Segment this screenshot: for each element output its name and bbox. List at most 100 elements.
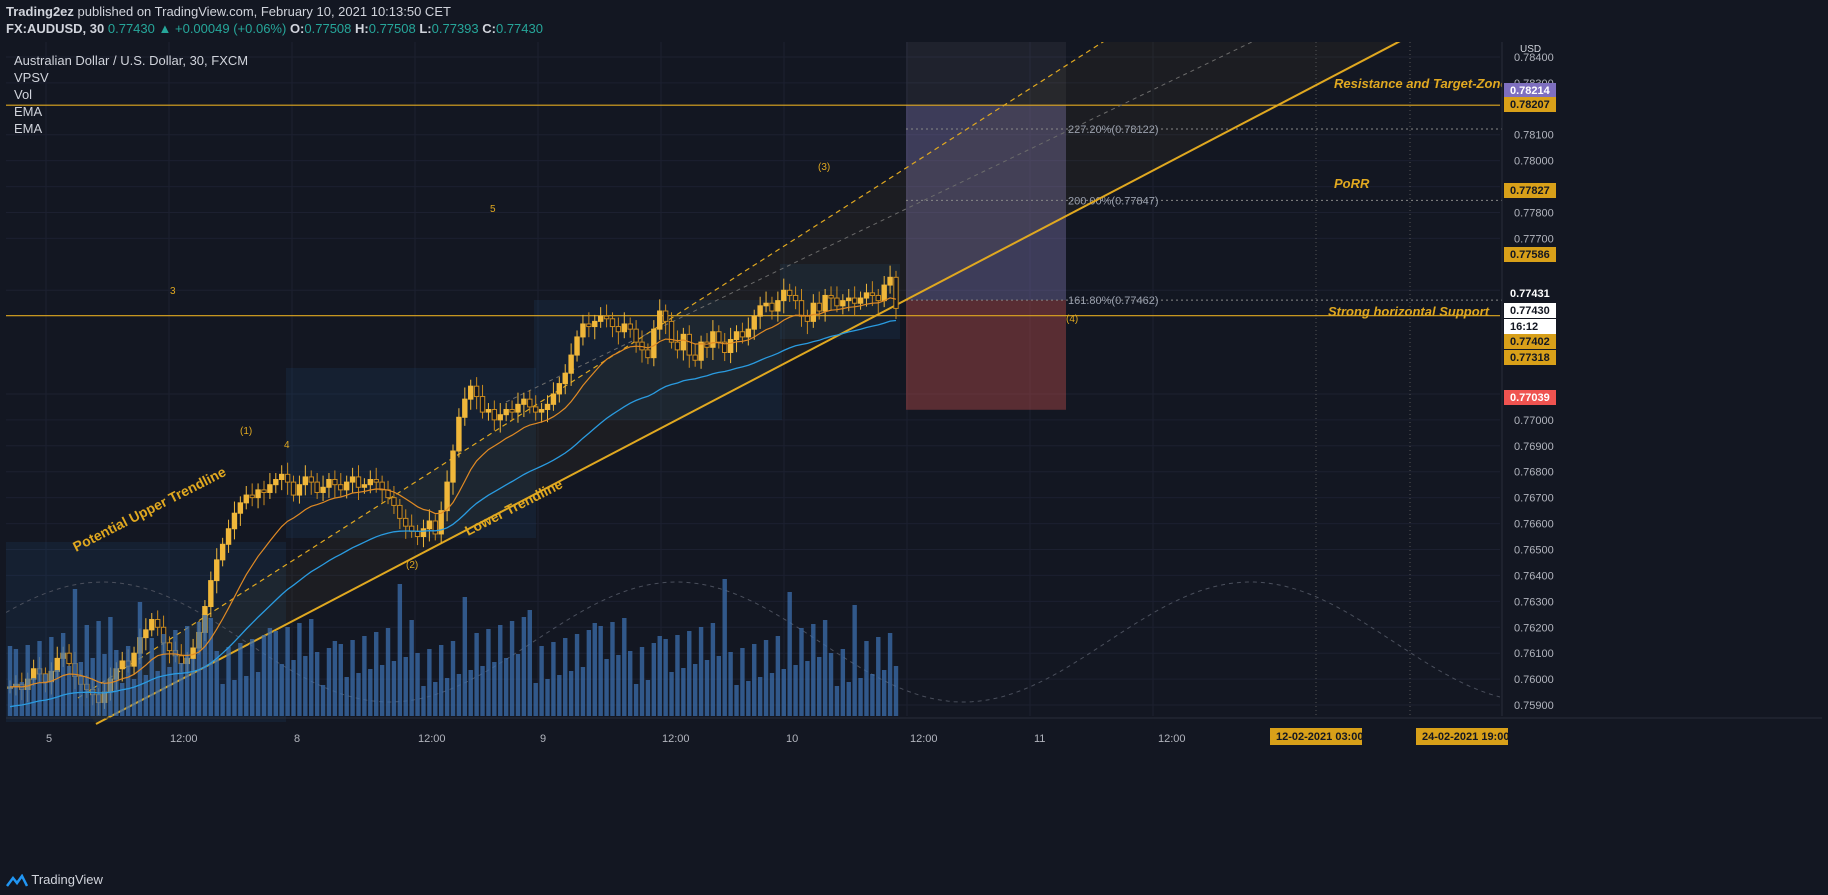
volume-bar xyxy=(362,636,367,716)
volume-bar xyxy=(31,678,36,716)
volume-bar xyxy=(568,671,574,716)
volume-bar xyxy=(669,672,674,716)
volume-bar xyxy=(403,657,408,716)
volume-bar xyxy=(379,665,385,716)
volume-bar xyxy=(261,635,267,716)
volume-bar xyxy=(285,627,290,716)
volume-bar xyxy=(468,670,473,716)
price-tag xyxy=(1504,83,1556,98)
volume-bar xyxy=(645,680,651,716)
tradingview-logo[interactable]: TradingView xyxy=(6,872,103,888)
candle xyxy=(485,409,492,413)
price-tag xyxy=(1504,319,1556,334)
candle xyxy=(532,406,539,413)
price-tag-label: 0.77039 xyxy=(1510,392,1550,404)
candle xyxy=(757,305,763,317)
chart-area[interactable]: 227.20%(0.78122) 200.00%(0.77847) 161.80%(… xyxy=(5,37,1822,866)
candle xyxy=(166,642,173,652)
price-tag-label: 0.77827 xyxy=(1510,185,1550,197)
candle xyxy=(231,512,238,530)
candle xyxy=(178,655,184,665)
candle xyxy=(249,494,255,499)
candle xyxy=(66,652,72,665)
tradingview-icon xyxy=(6,873,29,887)
candle xyxy=(722,341,728,353)
volume-bar xyxy=(338,644,343,716)
time-tick-label: 12:00 xyxy=(170,733,198,745)
close-value: 0.77430 xyxy=(495,21,543,36)
wave-label: 4 xyxy=(284,440,290,451)
volume-bar xyxy=(368,669,373,716)
volume-bar xyxy=(728,652,733,716)
up-arrow-icon: ▲ xyxy=(158,21,172,36)
volume-bar xyxy=(887,633,893,716)
price-tag-label: 16:12 xyxy=(1510,321,1538,333)
volume-bar xyxy=(374,632,379,716)
volume-bar xyxy=(604,659,609,716)
volume-bar xyxy=(409,620,414,716)
candle xyxy=(432,520,438,535)
volume-bar xyxy=(37,641,42,716)
legend-indicator[interactable]: VPSV xyxy=(14,70,49,85)
candle xyxy=(261,489,267,493)
volume-bar xyxy=(114,650,119,716)
volume-bar xyxy=(793,665,798,716)
candle xyxy=(686,333,692,356)
price-tag-label: 0.78214 xyxy=(1510,85,1551,97)
volume-bar xyxy=(805,661,810,716)
candle xyxy=(30,668,37,680)
candle xyxy=(143,629,149,639)
volume-bar xyxy=(185,626,190,716)
legend-indicator[interactable]: EMA xyxy=(14,121,43,136)
legend-indicator[interactable]: Vol xyxy=(14,87,33,102)
author-name[interactable]: Trading2ez xyxy=(6,4,74,19)
volume-bar xyxy=(775,636,781,716)
price-chart[interactable]: 227.20%(0.78122) 200.00%(0.77847) 161.80%(… xyxy=(5,37,1822,866)
volume-bar xyxy=(66,666,72,716)
open-value: 0.77508 xyxy=(304,21,352,36)
volume-bar xyxy=(433,682,438,716)
volume-bar xyxy=(49,637,54,716)
candle xyxy=(302,476,309,486)
symbol-label[interactable]: FX:AUDUSD, 30 xyxy=(6,21,105,36)
volume-bar xyxy=(179,663,184,716)
candle xyxy=(863,292,870,299)
porr-label: PoRR xyxy=(1334,176,1370,191)
price-tick-label: 0.76900 xyxy=(1514,441,1554,453)
candle xyxy=(367,479,374,486)
price-tag xyxy=(1504,247,1556,262)
volume-bar xyxy=(681,668,686,716)
candle xyxy=(781,289,787,302)
candle xyxy=(798,300,805,317)
price-tag-label: 0.77586 xyxy=(1510,249,1550,261)
volume-bar xyxy=(687,631,692,716)
volume-bar xyxy=(692,664,698,716)
volume-bar xyxy=(202,615,208,716)
candle xyxy=(574,336,580,356)
volume-bar xyxy=(279,664,284,716)
candle xyxy=(651,328,657,359)
legend-indicator[interactable]: EMA xyxy=(14,104,43,119)
volume-bar xyxy=(870,674,875,716)
volume-bar xyxy=(143,675,149,716)
volume-bar xyxy=(740,648,745,716)
volume-bar xyxy=(332,641,338,716)
volume-bar xyxy=(628,651,633,716)
price-tag xyxy=(1504,334,1556,349)
last-price: 0.77430 xyxy=(107,21,155,36)
candle xyxy=(597,315,604,322)
upper-trendline xyxy=(77,39,1107,699)
candle xyxy=(208,580,214,608)
volume-bar xyxy=(492,662,497,716)
candle xyxy=(296,484,303,496)
stop-zone xyxy=(906,300,1066,410)
legend-title[interactable]: Australian Dollar / U.S. Dollar, 30, FXC… xyxy=(14,53,249,68)
fib-label: 227.20%(0.78122) xyxy=(1068,124,1159,136)
lower-trendline xyxy=(95,37,1407,725)
volume-bar xyxy=(291,660,296,716)
volume-bar xyxy=(781,669,786,716)
candle xyxy=(214,559,220,582)
candle xyxy=(556,383,563,395)
candle xyxy=(603,315,610,320)
price-tick-label: 0.76800 xyxy=(1514,467,1554,479)
